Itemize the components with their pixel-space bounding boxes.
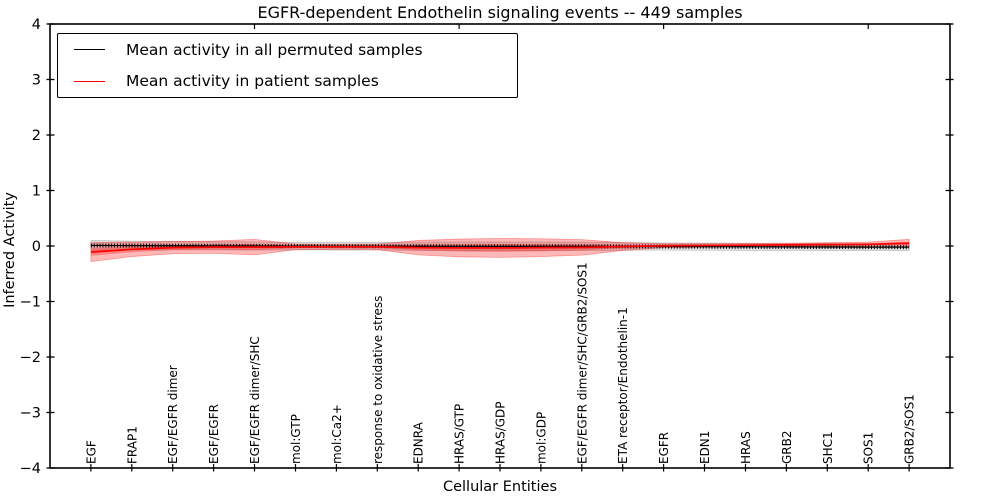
x-tick-label: mol:GDP bbox=[534, 412, 548, 464]
y-tick-label: −2 bbox=[20, 350, 41, 366]
y-tick-label: −1 bbox=[20, 295, 41, 311]
y-tick-label: −4 bbox=[20, 461, 41, 477]
x-tick-label: GRB2/SOS1 bbox=[903, 394, 917, 464]
x-tick-label: EGF/EGFR dimer/SHC/GRB2/SOS1 bbox=[575, 262, 589, 464]
x-tick-label: GRB2 bbox=[780, 430, 794, 464]
x-tick-label: EGF/EGFR dimer/SHC bbox=[248, 336, 262, 464]
x-tick-label: SHC1 bbox=[821, 431, 835, 464]
x-tick-label: FRAP1 bbox=[125, 426, 139, 464]
y-tick-label: −3 bbox=[20, 406, 41, 422]
y-tick-label: 3 bbox=[32, 73, 41, 89]
x-tick-label: EGF/EGFR bbox=[207, 404, 221, 464]
x-tick-label: EGF/EGFR dimer bbox=[166, 365, 180, 464]
legend-label-permuted: Mean activity in all permuted samples bbox=[126, 40, 423, 59]
x-tick-label: mol:GTP bbox=[289, 414, 303, 464]
y-tick-label: 4 bbox=[32, 17, 41, 33]
x-tick-label: ETA receptor/Endothelin-1 bbox=[616, 307, 630, 464]
x-tick-label: response to oxidative stress bbox=[371, 296, 385, 464]
x-tick-label: EDN1 bbox=[698, 431, 712, 464]
x-tick-label: HRAS bbox=[739, 431, 753, 464]
legend-item-patient: Mean activity in patient samples bbox=[58, 66, 517, 96]
permuted-mean-line bbox=[90, 244, 910, 248]
legend: Mean activity in all permuted samples Me… bbox=[57, 33, 518, 98]
patient-line-swatch bbox=[74, 80, 105, 82]
plot-title: EGFR-dependent Endothelin signaling even… bbox=[257, 3, 743, 22]
legend-label-patient: Mean activity in patient samples bbox=[126, 72, 379, 91]
x-tick-label: EGFR bbox=[657, 432, 671, 464]
x-tick-label: HRAS/GTP bbox=[453, 404, 467, 464]
x-axis-label: Cellular Entities bbox=[442, 479, 558, 495]
legend-item-permuted: Mean activity in all permuted samples bbox=[58, 35, 517, 65]
y-axis-label: Inferred Activity bbox=[2, 192, 18, 308]
y-tick-label: 0 bbox=[32, 239, 41, 255]
y-tick-label: 1 bbox=[32, 184, 41, 200]
patient-mean-line bbox=[90, 242, 910, 253]
x-tick-label: SOS1 bbox=[862, 432, 876, 464]
x-tick-label: EGF bbox=[84, 440, 98, 464]
permuted-line-swatch bbox=[74, 49, 105, 51]
x-tick-label: mol:Ca2+ bbox=[330, 404, 344, 464]
y-tick-label: 2 bbox=[32, 128, 41, 144]
x-tick-label: EDNRA bbox=[412, 421, 426, 464]
x-tick-label: HRAS/GDP bbox=[494, 401, 508, 464]
